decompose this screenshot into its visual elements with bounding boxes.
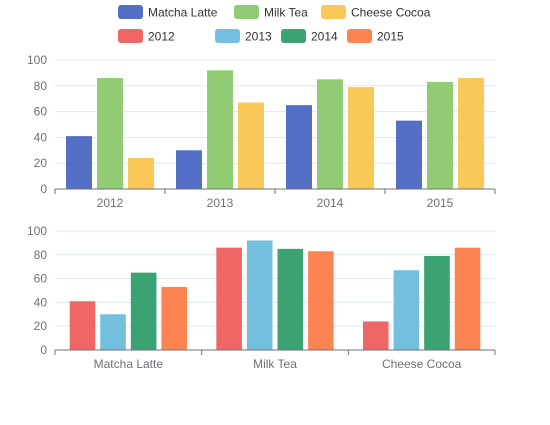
legend-label: Matcha Latte (148, 6, 218, 20)
x-tick-label: Cheese Cocoa (382, 357, 462, 371)
bar-2014-cheese-cocoa[interactable] (348, 87, 374, 189)
y-tick-label: 40 (34, 295, 48, 309)
bar-2013-cheese-cocoa[interactable] (238, 102, 264, 189)
y-tick-label: 60 (34, 272, 48, 286)
x-tick-label: Milk Tea (253, 357, 297, 371)
bar-milk-tea-2015[interactable] (308, 251, 334, 350)
legend-item-1-3[interactable]: 2015 (347, 29, 404, 44)
bar-2013-matcha-latte[interactable] (176, 150, 202, 189)
x-tick-label: 2012 (97, 196, 124, 210)
y-tick-label: 40 (34, 130, 48, 144)
legend-swatch (118, 5, 143, 19)
y-tick-label: 80 (34, 248, 48, 262)
bar-matcha-latte-2013[interactable] (100, 314, 126, 350)
legend-item-0-0[interactable]: Matcha Latte (118, 5, 218, 20)
bar-milk-tea-2013[interactable] (246, 240, 273, 350)
bar-2014-matcha-latte[interactable] (286, 105, 312, 189)
x-tick-label: 2014 (317, 196, 344, 210)
bar-2012-cheese-cocoa[interactable] (128, 158, 154, 189)
legend-swatch (215, 29, 240, 43)
y-tick-label: 100 (27, 224, 47, 238)
bar-matcha-latte-2014[interactable] (130, 272, 157, 350)
y-tick-label: 100 (27, 53, 47, 67)
bar-2013-milk-tea[interactable] (207, 70, 233, 189)
legend-label: Cheese Cocoa (351, 6, 431, 20)
chart-panel-1: 0 20 40 60 80 100 2012 2013 2014 2015 (27, 53, 496, 210)
x-tick-label: 2013 (207, 196, 234, 210)
bar-milk-tea-2012[interactable] (216, 247, 242, 350)
bar-2014-milk-tea[interactable] (317, 79, 343, 189)
legend-label: 2014 (311, 30, 338, 44)
y-tick-label: 20 (34, 319, 48, 333)
bar-cheese-cocoa-2014[interactable] (424, 255, 450, 350)
bar-2015-cheese-cocoa[interactable] (458, 78, 484, 189)
legend-item-1-2[interactable]: 2014 (281, 29, 338, 44)
bar-2012-matcha-latte[interactable] (66, 136, 92, 189)
bar-matcha-latte-2012[interactable] (69, 301, 96, 350)
legend-swatch (347, 29, 372, 43)
legend-swatch (118, 29, 143, 43)
legend-swatch (234, 5, 259, 19)
legend-label: 2015 (377, 30, 404, 44)
legend-item-0-1[interactable]: Milk Tea (234, 5, 308, 20)
bar-2015-milk-tea[interactable] (427, 81, 453, 189)
chart-panel-2: 0 20 40 60 80 100 Matcha Latte Milk Tea Cheese C… (27, 224, 496, 371)
bar-2015-matcha-latte[interactable] (396, 120, 422, 189)
y-tick-label: 0 (40, 343, 47, 357)
legend-item-1-0[interactable]: 2012 (118, 29, 175, 44)
bar-milk-tea-2014[interactable] (277, 248, 304, 350)
bar-cheese-cocoa-2012[interactable] (363, 321, 389, 350)
bar-matcha-latte-2015[interactable] (161, 286, 187, 350)
legend-label: 2012 (148, 30, 175, 44)
bar-cheese-cocoa-2013[interactable] (393, 270, 420, 350)
bar-2012-milk-tea[interactable] (97, 78, 123, 189)
y-tick-label: 20 (34, 156, 48, 170)
x-tick-label: Matcha Latte (94, 357, 164, 371)
legend-swatch (281, 29, 306, 43)
legend-label: Milk Tea (264, 6, 308, 20)
legend-label: 2013 (245, 30, 272, 44)
legend-item-0-2[interactable]: Cheese Cocoa (321, 5, 431, 20)
legend-item-1-1[interactable]: 2013 (215, 29, 272, 44)
bar-cheese-cocoa-2015[interactable] (454, 247, 481, 350)
y-tick-label: 80 (34, 79, 48, 93)
x-tick-label: 2015 (427, 196, 454, 210)
legend-swatch (321, 5, 346, 19)
y-tick-label: 60 (34, 105, 48, 119)
y-tick-label: 0 (40, 182, 47, 196)
